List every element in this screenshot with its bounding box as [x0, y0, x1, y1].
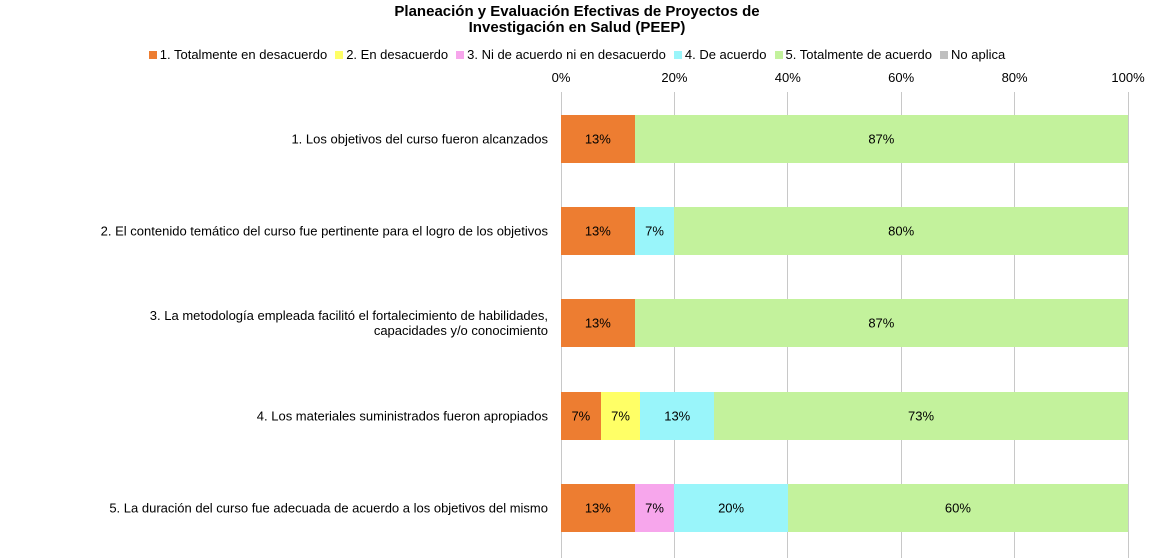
category-label: 4. Los materiales suministrados fueron a…	[256, 408, 548, 424]
legend: 1. Totalmente en desacuerdo 2. En desacue…	[0, 47, 1154, 62]
bar-segment	[634, 483, 675, 532]
bar-segment	[561, 299, 635, 348]
legend-label: 5. Totalmente de acuerdo	[785, 47, 933, 62]
bar-segment	[561, 115, 635, 163]
x-tick-label: 80%	[1001, 70, 1028, 85]
legend-swatch	[940, 50, 949, 59]
data-label: 13%	[584, 131, 611, 147]
bar-segment	[561, 391, 601, 440]
data-label: 60%	[944, 500, 971, 516]
bar-segment	[634, 207, 675, 256]
x-tick-label: 40%	[774, 70, 801, 85]
bar-segment	[561, 207, 635, 256]
bar-segment	[674, 483, 788, 532]
legend-item: 2. En desacuerdo	[335, 47, 448, 62]
category-label: 3. La metodología empleada facilitó el f…	[149, 308, 548, 339]
data-label: 13%	[584, 500, 611, 516]
legend-swatch	[456, 50, 465, 59]
data-label: 13%	[664, 408, 691, 424]
bar-segment	[714, 391, 1128, 440]
grid-line	[1127, 92, 1129, 558]
legend-swatch	[774, 50, 783, 59]
legend-item: No aplica	[940, 47, 1005, 62]
bar-segment	[674, 207, 1128, 256]
x-tick-label: 0%	[551, 70, 571, 85]
bar-segment	[600, 391, 641, 440]
data-label: 87%	[868, 315, 895, 331]
legend-label: 3. Ni de acuerdo ni en desacuerdo	[467, 47, 666, 62]
legend-swatch	[148, 50, 157, 59]
x-tick-label: 60%	[888, 70, 915, 85]
legend-item: 3. Ni de acuerdo ni en desacuerdo	[456, 47, 666, 62]
legend-label: No aplica	[951, 47, 1006, 62]
legend-swatch	[673, 50, 682, 59]
legend-swatch	[335, 50, 344, 59]
legend-item: 4. De acuerdo	[673, 47, 767, 62]
bar-segment	[634, 115, 1128, 163]
legend-label: 1. Totalmente en desacuerdo	[159, 47, 328, 62]
legend-label: 2. En desacuerdo	[346, 47, 449, 62]
data-label: 7%	[645, 223, 664, 239]
data-label: 7%	[645, 500, 664, 516]
legend-item: 1. Totalmente en desacuerdo	[148, 47, 328, 62]
x-tick-label: 100%	[1111, 70, 1145, 85]
data-label: 7%	[571, 408, 591, 424]
legend-item: 5. Totalmente de acuerdo	[774, 47, 933, 62]
data-label: 13%	[584, 223, 611, 239]
data-label: 87%	[868, 131, 895, 147]
bar-segment	[787, 483, 1128, 532]
category-label: 2. El contenido temático del curso fue p…	[100, 223, 548, 239]
category-label: 1. Los objetivos del curso fueron alcanz…	[291, 131, 548, 147]
data-label: 73%	[908, 408, 935, 424]
bar-segment	[640, 391, 715, 440]
chart-title: Planeación y Evaluación Efectivas de Pro…	[394, 3, 760, 36]
x-tick-label: 20%	[661, 70, 688, 85]
data-label: 7%	[611, 408, 630, 424]
category-label: 5. La duración del curso fue adecuada de…	[109, 500, 548, 516]
legend-label: 4. De acuerdo	[684, 47, 767, 62]
bar-segment	[561, 483, 635, 532]
data-label: 13%	[584, 315, 611, 331]
data-label: 80%	[888, 223, 915, 239]
bar-segment	[634, 299, 1128, 348]
data-label: 20%	[718, 500, 745, 516]
